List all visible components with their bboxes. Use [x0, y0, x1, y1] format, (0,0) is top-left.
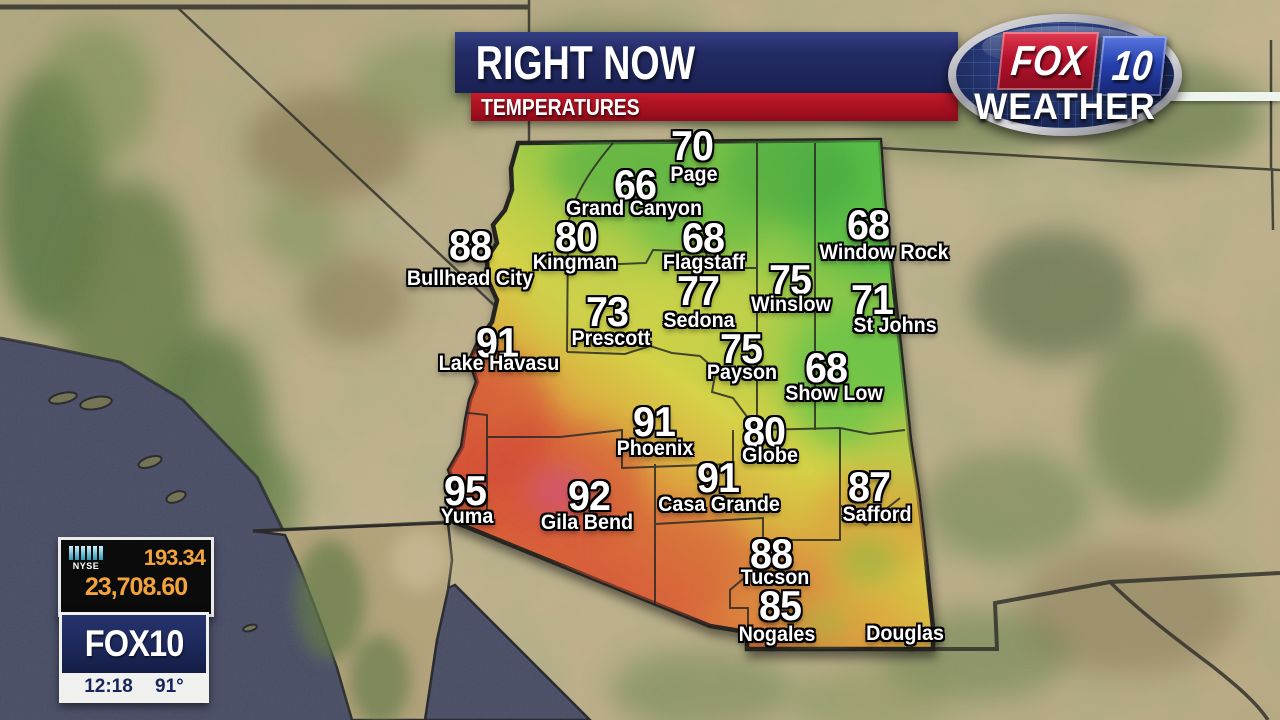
current-temp: 91°: [155, 675, 184, 697]
nyse-bars-icon: [69, 545, 103, 560]
station-bug-box: FOX10: [62, 615, 206, 673]
weather-wordmark: WEATHER: [974, 86, 1156, 127]
header-banner: RIGHT NOW: [455, 32, 958, 93]
fox10-weather-logo: FOX 10 WEATHER: [948, 12, 1184, 138]
page-subtitle: TEMPERATURES: [481, 93, 640, 120]
nyse-logo: NYSE: [69, 545, 103, 571]
ticker-value-top: 193.34: [143, 545, 206, 570]
stock-ticker: NYSE 193.34 23,708.60: [58, 537, 214, 617]
channel-10-text: 10: [1109, 42, 1155, 89]
fox-logo-box: FOX: [996, 32, 1100, 90]
station-bug: FOX10 12:18 91°: [59, 612, 209, 703]
clock-time: 12:18: [84, 675, 133, 697]
station-bug-text: FOX10: [84, 623, 185, 664]
ticker-value-bottom: 23,708.60: [84, 573, 188, 601]
time-temp-strip: 12:18 91°: [62, 673, 206, 700]
logo-accent-line: [1168, 92, 1280, 101]
header-subbanner: TEMPERATURES: [471, 93, 958, 121]
fox-logo-text: FOX: [1008, 37, 1088, 84]
nyse-label: NYSE: [72, 560, 100, 571]
page-title: RIGHT NOW: [475, 36, 696, 89]
